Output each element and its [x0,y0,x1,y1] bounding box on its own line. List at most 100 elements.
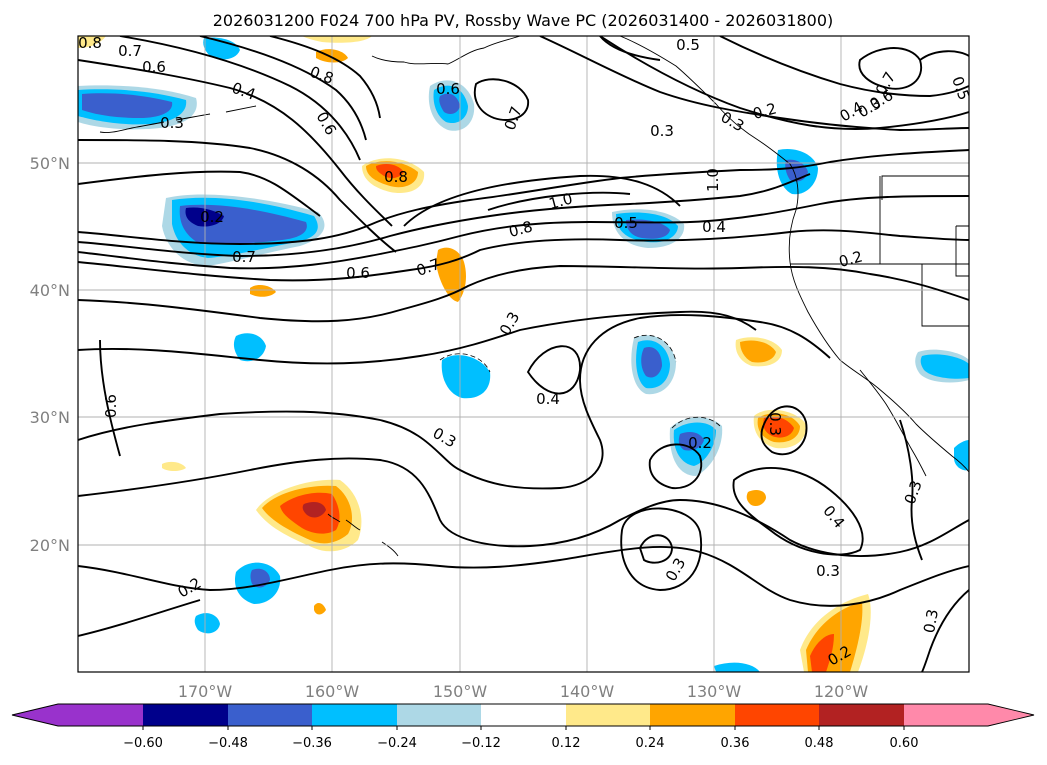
pos-fill-jet [436,247,466,302]
lat-label-40n: 40°N [30,281,70,300]
contour-loop-4 [732,467,864,556]
svg-text:0.8: 0.8 [78,34,102,52]
land-outlines [99,36,969,557]
contour-loop-2 [638,534,673,564]
lon-label-160w: 160°W [305,682,360,701]
pos-fill-se-core [810,634,834,672]
contour-jet-1 [78,149,969,245]
svg-text:0.2: 0.2 [837,247,865,271]
neg-fill-s2-inner [920,354,969,379]
neg-fill-s3 [954,440,969,471]
svg-text:1.0: 1.0 [704,168,722,192]
contour-loop-9 [487,191,631,211]
coastline-alaska [371,36,969,473]
pos-fill-top-2 [302,36,372,43]
colorbar-segments [12,704,1034,726]
contour-loop-7 [473,78,529,121]
colorbar-tick-label: 0.12 [552,736,581,751]
contour-nw-6 [269,36,381,119]
pos-fill-small-3 [162,461,186,471]
contour-loop-8 [403,174,681,227]
svg-text:0.7: 0.7 [118,42,142,60]
neg-contours [439,334,721,429]
map-area: 0.8 0.7 0.6 0.4 0.3 0.8 0.6 0.6 0.7 0.3 … [78,34,969,672]
colorbar-segment [12,704,143,726]
lon-label-130w: 130°W [687,682,742,701]
svg-text:0.6: 0.6 [142,58,166,76]
colorbar-segment [566,704,650,726]
us-states [790,176,969,327]
neg-fill-bottom [714,662,760,672]
svg-text:0.3: 0.3 [766,412,784,436]
colorbar-ticks: −0.60 −0.48 −0.36 −0.24 −0.12 0.12 0.24 … [123,726,918,751]
svg-text:0.5: 0.5 [614,214,638,232]
neg-fill-vancouver-core [626,219,670,239]
pos-fill-hawaii-w-core [302,502,326,518]
contour-ne-6 [599,36,661,61]
contour-0.2-b [78,599,201,637]
map-frame [77,35,970,673]
lon-label-140w: 140°W [560,682,615,701]
contour-nw-1 [78,170,321,217]
hawaii-islands [327,513,399,557]
svg-text:0.6: 0.6 [436,80,460,98]
colorbar-segment [650,704,735,726]
lon-label-120w: 120°W [814,682,869,701]
contour-loop-5 [648,443,703,489]
colorbar-segment [143,704,228,726]
coastline-baja [859,369,927,477]
colorbar-outline [11,703,1035,727]
contour-ne-3 [719,36,969,97]
neg-fill-southwest-core [250,568,270,588]
contour-nw-4 [119,36,361,161]
svg-text:1.0: 1.0 [547,189,575,213]
colorbar-segment [228,704,312,726]
contour-nw-5 [199,36,367,141]
pos-fill-small-1 [746,490,766,506]
neg-fill-s1 [194,613,220,634]
latitude-labels: 50°N 40°N 30°N 20°N [30,154,70,555]
colorbar-tick-label: −0.36 [292,736,332,751]
colorbar-segment [904,704,1034,726]
contour-ne-1 [599,36,969,130]
svg-text:0.2: 0.2 [688,434,712,452]
contour-east-0.3 [899,419,923,561]
contour-0.3-a [78,457,969,557]
svg-text:0.3: 0.3 [160,114,184,132]
colorbar-tick-label: −0.12 [461,736,501,751]
colorbar: −0.60 −0.48 −0.36 −0.24 −0.12 0.12 0.24 … [11,703,1035,751]
neg-fill-gulf-core [439,93,460,114]
lat-label-50n: 50°N [30,154,70,173]
canada-border [881,175,969,200]
svg-text:0.3: 0.3 [920,608,942,635]
aleutian-islands [99,105,257,133]
svg-text:0.7: 0.7 [232,248,256,266]
lon-label-150w: 150°W [433,682,488,701]
contour-loop-6 [760,405,808,456]
contour-west-0.6 [99,339,121,457]
pos-fill-top-3 [78,36,106,48]
contour-ne-2 [539,36,969,131]
colorbar-segment [312,704,397,726]
colorbar-segment [397,704,481,726]
neg-fill-top [203,37,240,60]
pos-fill-small-4 [314,603,326,615]
contour-0.3-b [921,589,969,672]
colorbar-tick-label: −0.24 [377,736,417,751]
neg-fill-aleutian-core [82,93,173,118]
pv-contours [78,36,969,672]
lon-label-170w: 170°W [178,682,233,701]
svg-text:0.3: 0.3 [816,562,840,580]
contour-0.6-south [78,265,969,323]
svg-text:0.8: 0.8 [507,217,535,241]
figure-title: 2026031200 F024 700 hPa PV, Rossby Wave … [213,11,834,30]
contour-0.5 [78,310,757,365]
colorbar-tick-label: −0.60 [123,736,163,751]
svg-text:0.2: 0.2 [751,99,779,123]
svg-text:0.4: 0.4 [702,218,726,236]
colorbar-tick-label: 0.24 [636,736,665,751]
colorbar-tick-label: 0.36 [721,736,750,751]
svg-text:0.6: 0.6 [102,394,120,418]
pos-fill-north-core [376,164,404,179]
